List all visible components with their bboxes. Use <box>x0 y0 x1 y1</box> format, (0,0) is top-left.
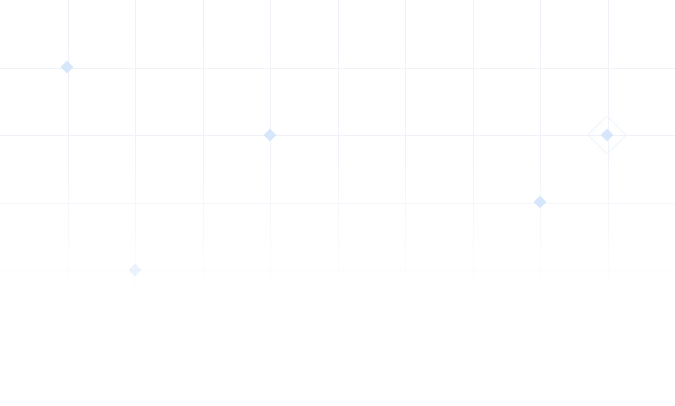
grid-line-horizontal <box>0 68 675 69</box>
grid-line-horizontal <box>0 203 675 204</box>
grid-line-horizontal <box>0 338 675 339</box>
grid-line-horizontal <box>0 135 675 136</box>
grid-line-horizontal <box>0 270 675 271</box>
